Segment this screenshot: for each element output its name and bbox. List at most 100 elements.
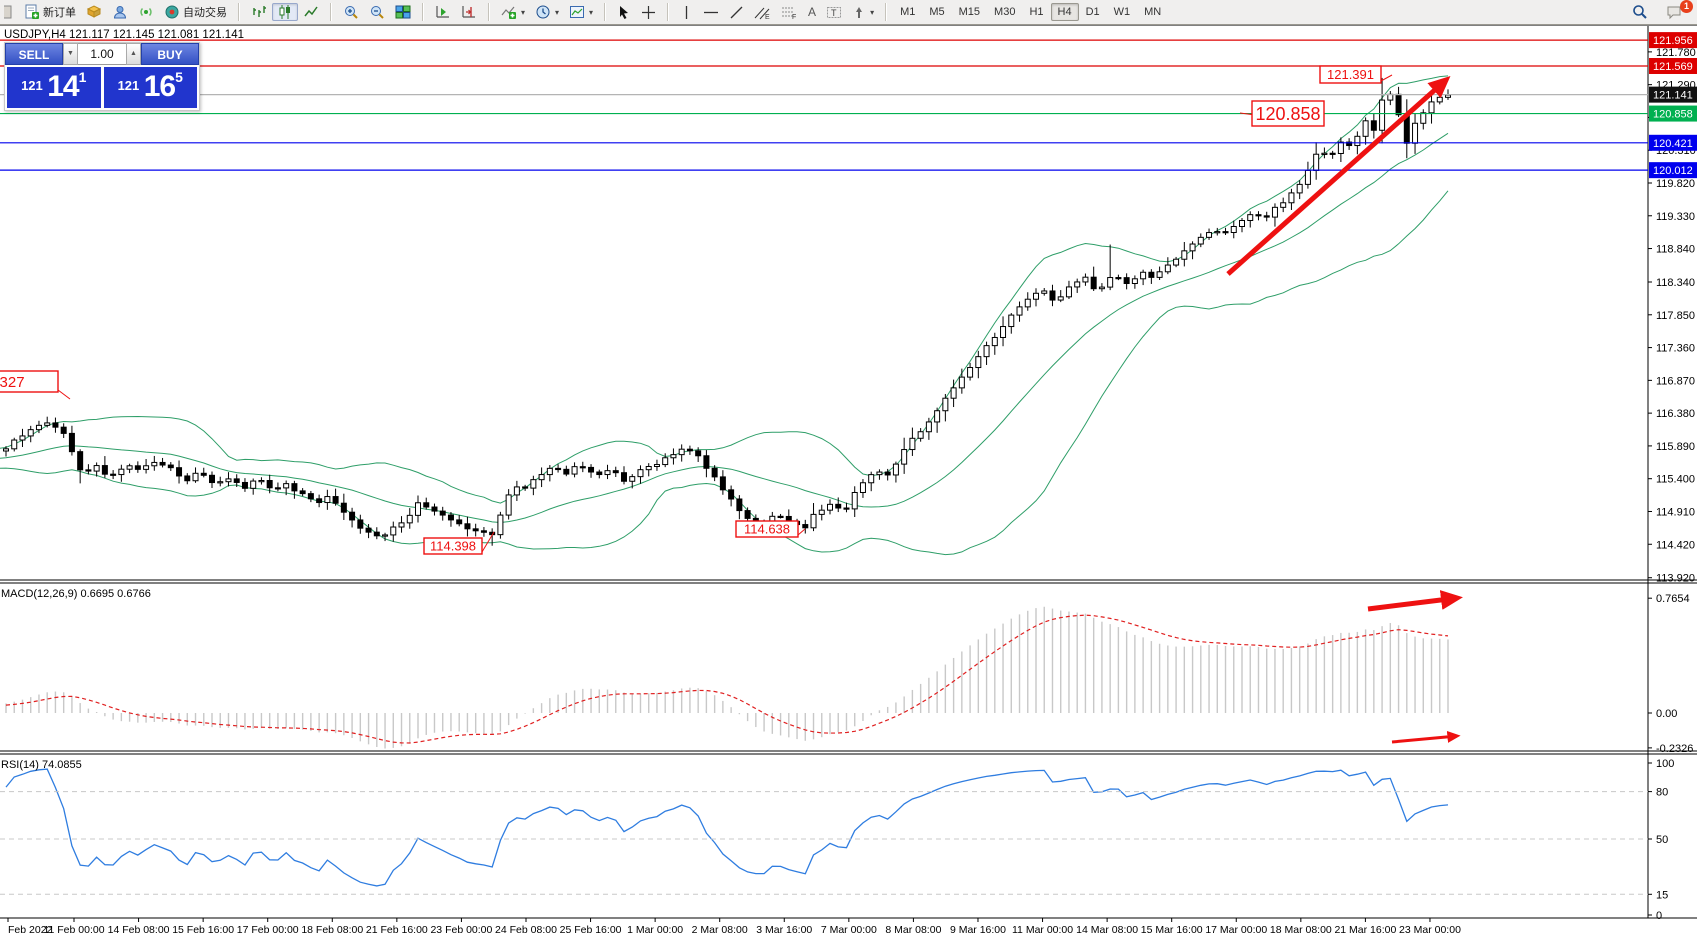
search-button[interactable] bbox=[1627, 3, 1653, 21]
sell-button[interactable]: SELL bbox=[5, 43, 63, 65]
annotation-box[interactable] bbox=[1251, 100, 1325, 127]
candle bbox=[1214, 231, 1221, 234]
buy-button[interactable]: BUY bbox=[141, 43, 199, 65]
candle bbox=[365, 527, 372, 533]
timeframe-h1[interactable]: H1 bbox=[1029, 6, 1044, 18]
annotation-connector[interactable] bbox=[481, 531, 495, 553]
annotation-price-label[interactable]: 121.391 bbox=[1327, 67, 1374, 82]
candle bbox=[505, 494, 512, 516]
trend-arrow[interactable] bbox=[1367, 590, 1463, 612]
candle bbox=[35, 424, 42, 431]
candle bbox=[134, 465, 141, 470]
trend-arrow[interactable] bbox=[1226, 76, 1451, 276]
timeframe-d1[interactable]: D1 bbox=[1085, 6, 1100, 18]
candlestick-chart-button[interactable] bbox=[272, 3, 298, 21]
rsi-axis-value: 50 bbox=[1656, 834, 1668, 846]
annotation-connector[interactable] bbox=[1380, 74, 1393, 82]
y-axis-label: 116.380 bbox=[1656, 408, 1695, 420]
candle bbox=[497, 514, 504, 536]
annotation-box[interactable] bbox=[1319, 65, 1382, 84]
new-order-button[interactable]: 新订单 bbox=[19, 3, 81, 21]
templates-button[interactable]: ▾ bbox=[564, 3, 598, 21]
accounts-button[interactable] bbox=[107, 3, 133, 21]
annotation-price-label[interactable]: 116.327 bbox=[0, 374, 25, 391]
annotation-price-label[interactable]: 120.858 bbox=[1255, 104, 1320, 124]
candle bbox=[736, 498, 743, 512]
notification-badge: 1 bbox=[1680, 0, 1693, 13]
clipped-toolbar-icon[interactable] bbox=[3, 3, 19, 21]
candle bbox=[126, 465, 133, 470]
y-axis-label: 121.780 bbox=[1656, 47, 1696, 59]
text-label-button[interactable]: T bbox=[821, 3, 847, 21]
tile-windows-button[interactable] bbox=[390, 3, 416, 21]
annotation-box[interactable] bbox=[735, 520, 799, 538]
annotation-box[interactable] bbox=[423, 537, 483, 555]
crosshair-button[interactable] bbox=[636, 3, 661, 21]
timeframe-m1[interactable]: M1 bbox=[900, 6, 916, 18]
time-axis-label: 7 Mar 00:00 bbox=[821, 924, 877, 936]
annotation-price-label[interactable]: 114.398 bbox=[430, 539, 476, 554]
auto-scroll-button[interactable] bbox=[430, 3, 456, 21]
timeframe-m30[interactable]: M30 bbox=[994, 6, 1016, 18]
market-watch-button[interactable] bbox=[81, 3, 107, 21]
candle bbox=[859, 482, 866, 493]
candle bbox=[233, 478, 240, 483]
equidistant-channel-button[interactable]: E bbox=[749, 3, 776, 21]
macd-pane[interactable] bbox=[5, 606, 1449, 749]
buy-price[interactable]: 121 165 bbox=[103, 67, 197, 108]
periods-button[interactable]: ▾ bbox=[530, 3, 564, 21]
line-chart-button[interactable] bbox=[298, 3, 324, 21]
notifications-button[interactable]: 1 bbox=[1661, 0, 1693, 21]
indicators-button[interactable]: ▾ bbox=[496, 3, 530, 21]
fibonacci-icon: F bbox=[782, 7, 796, 20]
annotation-box[interactable] bbox=[0, 370, 59, 393]
vertical-line-button[interactable] bbox=[675, 3, 698, 21]
trendline-button[interactable] bbox=[724, 3, 749, 21]
arrows-tool-button[interactable]: ▾ bbox=[847, 3, 879, 21]
candle bbox=[975, 356, 982, 369]
candle bbox=[274, 487, 281, 490]
candle bbox=[538, 474, 545, 481]
autotrading-button[interactable]: 自动交易 bbox=[159, 3, 232, 21]
channel-icon: E bbox=[754, 7, 770, 20]
timeframe-m5[interactable]: M5 bbox=[929, 6, 945, 18]
bar-chart-button[interactable] bbox=[246, 3, 272, 21]
timeframe-m15[interactable]: M15 bbox=[958, 6, 981, 18]
annotation-connector[interactable] bbox=[57, 389, 71, 400]
candle bbox=[604, 470, 611, 476]
candle bbox=[93, 465, 100, 472]
annotation-connector[interactable] bbox=[797, 528, 806, 536]
candle bbox=[818, 509, 825, 515]
rsi-pane[interactable] bbox=[5, 768, 1449, 887]
signals-button[interactable] bbox=[133, 3, 159, 21]
trend-arrow[interactable] bbox=[1391, 730, 1461, 744]
text-tool-button[interactable]: A bbox=[808, 5, 817, 19]
candle bbox=[151, 461, 158, 467]
timeframe-w1[interactable]: W1 bbox=[1113, 6, 1131, 18]
candle bbox=[1065, 286, 1072, 298]
cursor-button[interactable] bbox=[612, 3, 636, 21]
annotation-price-label[interactable]: 114.638 bbox=[744, 522, 790, 537]
candle bbox=[868, 474, 875, 484]
volume-decrease-button[interactable]: ▼ bbox=[63, 43, 78, 65]
time-axis-label: 21 Mar 16:00 bbox=[1334, 924, 1396, 936]
candle bbox=[382, 534, 389, 537]
timeframe-mn[interactable]: MN bbox=[1144, 6, 1162, 18]
timeframe-h4[interactable]: H4 bbox=[1050, 3, 1079, 21]
candle bbox=[225, 478, 232, 483]
candle bbox=[167, 464, 174, 469]
zoom-in-button[interactable] bbox=[338, 3, 364, 21]
volume-increase-button[interactable]: ▲ bbox=[126, 43, 141, 65]
volume-input[interactable] bbox=[78, 43, 126, 65]
dropdown-arrow-icon: ▾ bbox=[521, 7, 526, 17]
chart-shift-button[interactable] bbox=[456, 3, 482, 21]
sell-price[interactable]: 121 141 bbox=[7, 67, 101, 108]
fibonacci-button[interactable]: F bbox=[776, 3, 803, 21]
horizontal-line-button[interactable] bbox=[698, 3, 724, 21]
main-chart-pane[interactable] bbox=[0, 75, 1451, 556]
auto-scroll-icon bbox=[436, 6, 449, 18]
clock-icon bbox=[536, 5, 550, 19]
zoom-out-button[interactable] bbox=[364, 3, 390, 21]
